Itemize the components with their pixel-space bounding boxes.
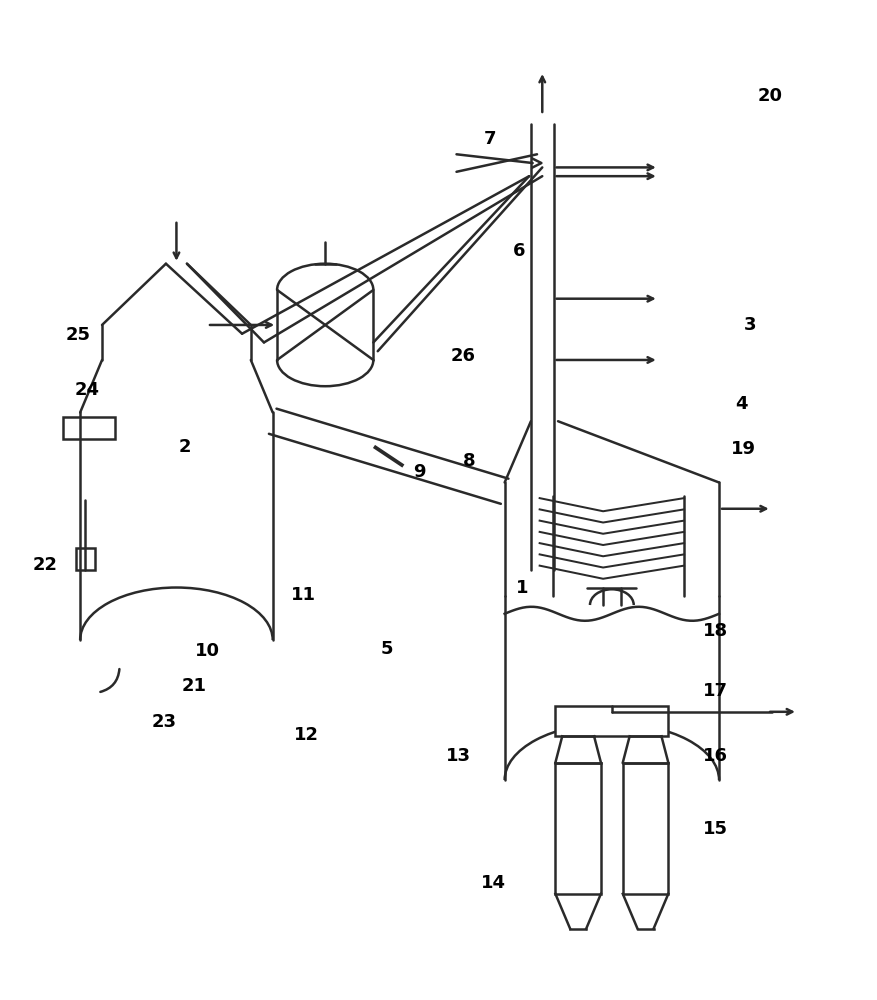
Text: 4: 4	[734, 395, 746, 413]
Text: 18: 18	[702, 622, 727, 640]
Text: 12: 12	[293, 726, 318, 744]
Text: 10: 10	[195, 642, 219, 660]
Text: 21: 21	[182, 677, 206, 695]
Text: 8: 8	[463, 452, 475, 470]
Bar	[62, 417, 115, 439]
Text: 11: 11	[290, 586, 316, 604]
Text: 16: 16	[702, 747, 727, 765]
Text: 5: 5	[380, 640, 392, 658]
Text: 23: 23	[152, 713, 176, 731]
Text: 1: 1	[516, 579, 528, 597]
Text: 25: 25	[66, 326, 91, 344]
Text: 20: 20	[757, 87, 781, 105]
Text: 17: 17	[702, 682, 727, 700]
Text: 24: 24	[75, 381, 100, 399]
Text: 15: 15	[702, 820, 727, 838]
Text: 2: 2	[179, 438, 191, 456]
Bar	[555, 706, 667, 736]
Text: 22: 22	[32, 556, 58, 574]
Text: 14: 14	[481, 874, 505, 892]
Text: 26: 26	[451, 347, 475, 365]
Text: 19: 19	[731, 440, 755, 458]
Text: 7: 7	[483, 130, 496, 148]
Bar	[622, 763, 667, 894]
Bar	[555, 763, 600, 894]
Text: 13: 13	[446, 747, 470, 765]
Text: 3: 3	[743, 316, 755, 334]
Text: 9: 9	[413, 463, 425, 481]
Bar	[75, 548, 95, 570]
Text: 6: 6	[513, 242, 525, 260]
